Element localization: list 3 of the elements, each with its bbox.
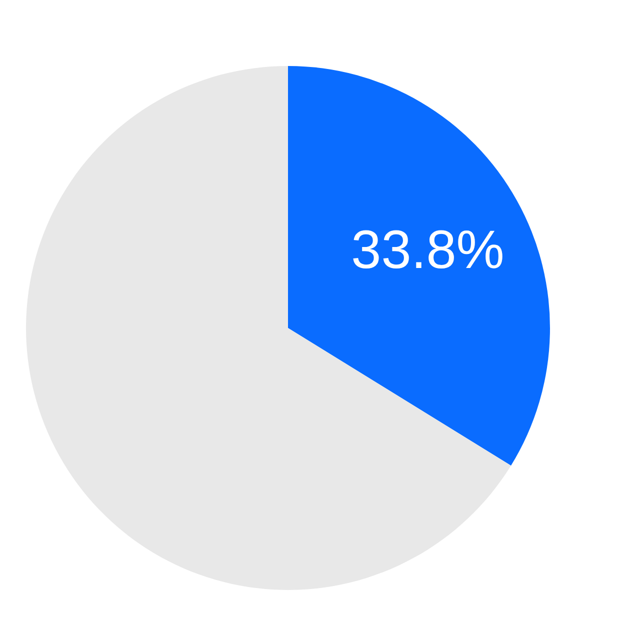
- data-label: 33.8%: [351, 220, 504, 280]
- pie-slice: [26, 66, 511, 590]
- pie-slice: [288, 66, 550, 466]
